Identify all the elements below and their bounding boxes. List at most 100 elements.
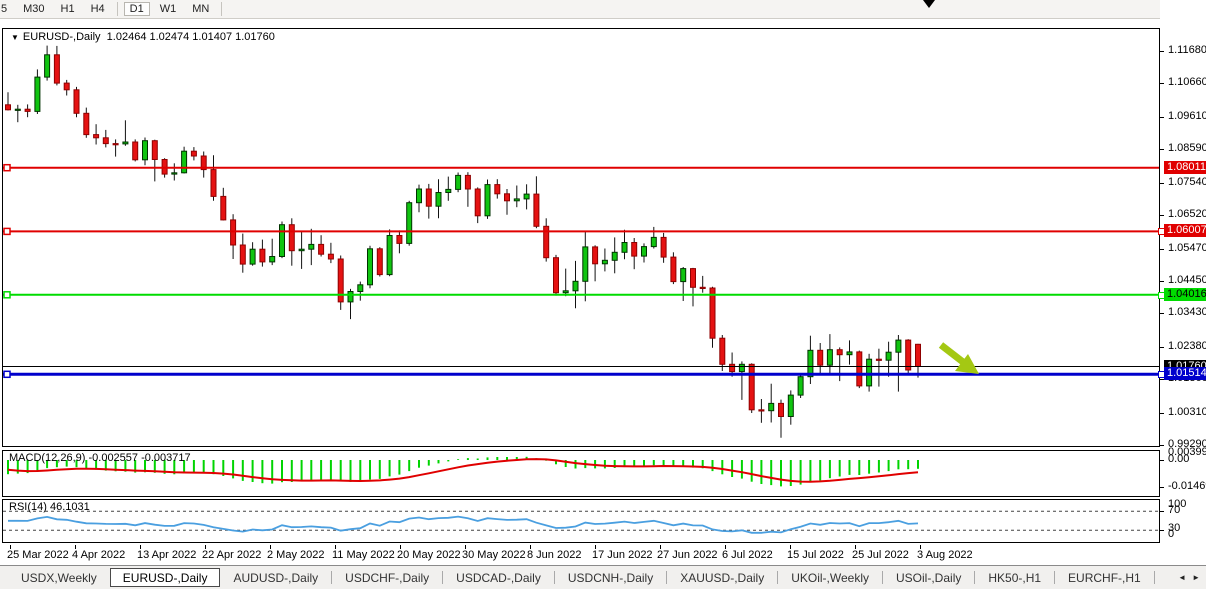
price-tick-label: 1.03430 xyxy=(1168,306,1206,319)
hline-price-tag[interactable]: 1.04016 xyxy=(1164,287,1206,301)
candle-body xyxy=(63,82,70,91)
timeframe-button-h4[interactable]: H4 xyxy=(90,3,105,15)
line-handle[interactable] xyxy=(1158,371,1165,379)
hline-price-tag[interactable]: 1.08011 xyxy=(1164,160,1206,174)
chart-tab-hk50-h1[interactable]: HK50-,H1 xyxy=(988,570,1042,585)
candle-body xyxy=(826,349,833,366)
candle-body xyxy=(14,108,21,111)
chart-dropdown-icon[interactable]: ▼ xyxy=(11,33,19,42)
tab-scroll-controls: ◄ ► xyxy=(1166,566,1206,588)
line-handle[interactable] xyxy=(1158,228,1165,236)
price-tick-mark xyxy=(1160,346,1164,348)
chart-tab-usdcnh-daily[interactable]: USDCNH-,Daily xyxy=(567,570,654,585)
rsi-label: RSI(14) 46.1031 xyxy=(9,501,90,513)
candle-body xyxy=(650,236,657,248)
chart-tab-usdcad-daily[interactable]: USDCAD-,Daily xyxy=(456,570,541,585)
price-tick-mark xyxy=(1160,149,1164,151)
rsi-panel[interactable]: RSI(14) 46.1031 xyxy=(2,499,1160,543)
price-axis[interactable]: 1.11680 1.10660 1.09610 1.08590 1.07540 1.065… xyxy=(1158,0,1206,562)
rsi-axis-label: 70 xyxy=(1168,503,1181,516)
candle-body xyxy=(504,193,510,202)
main-chart-panel[interactable]: ▼ EURUSD-,Daily 1.02464 1.02474 1.01407 1… xyxy=(2,28,1160,447)
chart-tab-usoil-daily[interactable]: USOil-,Daily xyxy=(896,570,962,585)
candle-body xyxy=(621,242,628,253)
line-handle[interactable] xyxy=(3,370,11,379)
down-arrow-annotation[interactable] xyxy=(938,342,979,374)
timeframe-button-h1[interactable]: H1 xyxy=(60,3,75,15)
date-tick-label: 8 Jun 2022 xyxy=(527,549,582,561)
candle-body xyxy=(660,236,667,258)
price-tick-label: 1.04450 xyxy=(1168,274,1206,286)
chart-title: ▼ EURUSD-,Daily 1.02464 1.02474 1.01407 1… xyxy=(11,31,275,43)
tab-scroll-right-icon[interactable]: ► xyxy=(1192,572,1200,582)
tab-separator xyxy=(442,571,444,584)
price-tick-label: 0.99290 xyxy=(1168,438,1206,451)
candle-body xyxy=(484,184,491,217)
macd-tick-mark xyxy=(1160,460,1164,461)
price-tick-mark xyxy=(1160,248,1164,250)
price-tick-mark xyxy=(1160,412,1164,414)
timeframe-button-d1[interactable]: D1 xyxy=(123,2,150,16)
candle-body xyxy=(846,351,853,356)
tab-separator xyxy=(777,571,779,584)
date-tick-label: 27 Jun 2022 xyxy=(657,549,718,561)
timeframe-button-m30[interactable]: M30 xyxy=(23,3,45,15)
chart-tab-audusd-daily[interactable]: AUDUSD-,Daily xyxy=(233,570,319,585)
chart-tab-xauusd-daily[interactable]: XAUUSD-,Daily xyxy=(680,570,765,585)
timeframe-button-w1[interactable]: W1 xyxy=(159,3,177,15)
chart-tab-bar: USDX,Weekly EURUSD-,Daily AUDUSD-,Daily USD… xyxy=(0,565,1206,589)
candle-body xyxy=(895,339,902,353)
rsi-canvas[interactable] xyxy=(3,500,1159,542)
candle-body xyxy=(709,287,716,339)
candle-body xyxy=(523,193,530,200)
candle-body xyxy=(836,349,843,356)
candle-body xyxy=(44,54,51,78)
candle-body xyxy=(386,235,393,276)
chart-tab-usdchf-daily[interactable]: USDCHF-,Daily xyxy=(345,570,430,585)
tab-separator xyxy=(974,571,976,584)
hline-price-tag[interactable]: 1.01514 xyxy=(1164,367,1206,381)
line-handle[interactable] xyxy=(3,227,11,236)
line-handle[interactable] xyxy=(3,163,11,172)
candle-body xyxy=(396,235,403,244)
candle-body xyxy=(562,290,569,294)
candle-body xyxy=(83,112,90,136)
candle-body xyxy=(34,76,41,112)
macd-canvas[interactable] xyxy=(3,451,1159,496)
macd-panel[interactable]: MACD(12,26,9) -0.002557 -0.003717 xyxy=(2,450,1160,497)
candle-body xyxy=(533,193,540,227)
price-tick-label: 1.11680 xyxy=(1168,44,1206,56)
candle-body xyxy=(435,192,442,207)
candle-body xyxy=(670,256,677,283)
price-tick-mark xyxy=(1160,445,1164,447)
date-tick-mark xyxy=(205,545,206,549)
timeframe-button-5[interactable]: 5 xyxy=(1,3,8,15)
tab-separator xyxy=(1054,571,1056,584)
timeframe-button-mn[interactable]: MN xyxy=(192,3,210,15)
date-tick-label: 2 May 2022 xyxy=(267,549,325,561)
date-tick-mark xyxy=(855,545,856,549)
date-tick-label: 3 Aug 2022 xyxy=(917,549,973,561)
candle-body xyxy=(690,268,696,288)
candle-body xyxy=(474,188,481,217)
candle-body xyxy=(915,343,921,367)
rsi-tick-mark xyxy=(1160,511,1164,512)
chart-tab-usdx-weekly[interactable]: USDX,Weekly xyxy=(21,570,97,585)
price-chart-canvas[interactable] xyxy=(3,29,1159,446)
line-handle[interactable] xyxy=(1158,291,1165,299)
chart-tab-eurusd-daily[interactable]: EURUSD-,Daily xyxy=(109,568,221,587)
chart-tab-ukoil-weekly[interactable]: UKOil-,Weekly xyxy=(791,570,870,585)
candle-body xyxy=(699,286,706,289)
date-tick-mark xyxy=(660,545,661,549)
macd-label: MACD(12,26,9) -0.002557 -0.003717 xyxy=(9,452,191,464)
line-handle[interactable] xyxy=(3,291,11,299)
candle-body xyxy=(778,402,784,417)
date-tick-mark xyxy=(790,545,791,549)
chart-tab-eurchf-h1[interactable]: EURCHF-,H1 xyxy=(1068,570,1141,585)
tab-scroll-left-icon[interactable]: ◄ xyxy=(1178,572,1187,582)
candle-body xyxy=(210,169,217,197)
rsi-line xyxy=(8,515,919,534)
date-axis[interactable]: 25 Mar 2022 4 Apr 2022 13 Apr 2022 22 Apr 2… xyxy=(2,545,1160,562)
candle-body xyxy=(230,219,237,246)
hline-price-tag[interactable]: 1.06007 xyxy=(1164,224,1206,238)
